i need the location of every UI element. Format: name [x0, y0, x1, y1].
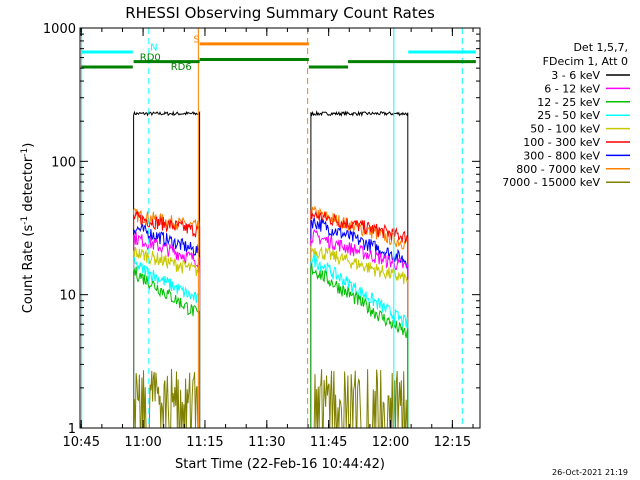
legend-header-decimation: FDecim 1, Att 0 [543, 55, 628, 68]
series-trace [133, 256, 201, 428]
legend-entry-label: 6 - 12 keV [544, 82, 600, 95]
x-tick-label: 12:15 [434, 435, 471, 450]
series-trace [133, 210, 201, 428]
x-axis-label: Start Time (22-Feb-16 10:44:42) [175, 457, 385, 472]
x-tick-label: 12:00 [372, 435, 409, 450]
series-trace [133, 232, 201, 428]
legend-entry-label: 300 - 800 keV [523, 149, 600, 162]
legend-entry-label: 800 - 7000 keV [516, 163, 600, 176]
series-trace [133, 266, 201, 428]
series-trace [310, 210, 409, 428]
state-flag-label: N [150, 42, 157, 53]
plot-frame [79, 27, 481, 429]
series-trace [310, 245, 409, 428]
legend-entry-label: 50 - 100 keV [530, 123, 600, 136]
series-trace [310, 263, 409, 428]
series-300-800-kev [133, 217, 409, 428]
legend-entry-label: 100 - 300 keV [523, 136, 600, 149]
series-50-100-kev [133, 245, 409, 428]
y-axis-label: Count Rate (s-1 detector-1) [20, 143, 36, 314]
series-12-25-kev [133, 263, 409, 428]
series-6-12-kev [133, 228, 409, 428]
x-tick-label: 11:15 [186, 435, 223, 450]
y-tick-label: 10 [59, 289, 76, 304]
legend-header-detectors: Det 1,5,7, [573, 41, 628, 54]
series-trace [133, 368, 200, 429]
series-trace [310, 228, 409, 428]
legend-entry-label: 25 - 50 keV [537, 109, 600, 122]
state-flag-label: RD0 [140, 53, 161, 64]
generation-timestamp: 26-Oct-2021 21:19 [552, 468, 628, 477]
x-tick-label: 11:30 [248, 435, 285, 450]
series-trace [310, 369, 408, 429]
series-trace [133, 223, 201, 428]
x-tick-label: 11:00 [124, 435, 161, 450]
y-tick-label: 1000 [43, 22, 76, 37]
y-tick-label: 1 [68, 422, 76, 437]
series-trace [133, 110, 201, 428]
y-tick-label: 100 [51, 155, 76, 170]
state-flag-label: S [193, 34, 199, 45]
series-trace [310, 110, 409, 428]
legend-entry-label: 3 - 6 keV [551, 69, 600, 82]
series-trace [310, 217, 409, 428]
x-tick-label: 11:45 [310, 435, 347, 450]
legend-entry-label: 12 - 25 keV [537, 96, 600, 109]
series-trace [133, 246, 201, 428]
series-7000-15000-kev [133, 368, 408, 429]
legend-entry-label: 7000 - 15000 keV [502, 176, 600, 189]
chart-title: RHESSI Observing Summary Count Rates [125, 4, 435, 22]
state-flag-label: RD6 [171, 62, 192, 73]
series-100-300-kev [133, 210, 409, 428]
x-tick-label: 10:45 [63, 435, 100, 450]
series-3-6-kev [133, 110, 409, 428]
